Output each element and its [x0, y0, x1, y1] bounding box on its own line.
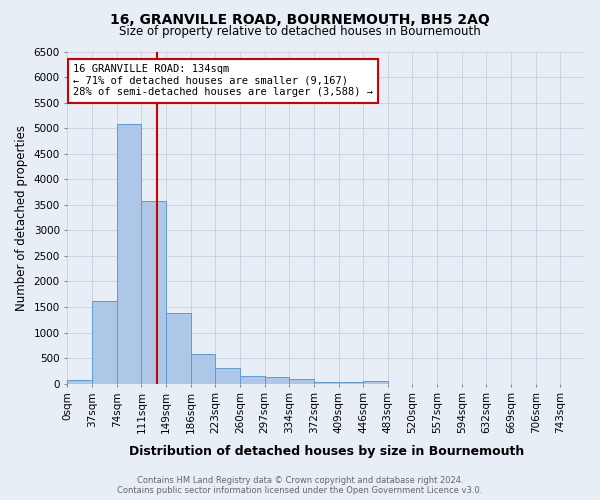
Bar [67, 380, 92, 384]
Text: Contains HM Land Registry data © Crown copyright and database right 2024.
Contai: Contains HM Land Registry data © Crown c… [118, 476, 482, 495]
Bar [191, 354, 215, 384]
Bar [363, 381, 388, 384]
Bar [338, 382, 363, 384]
X-axis label: Distribution of detached houses by size in Bournemouth: Distribution of detached houses by size … [128, 444, 524, 458]
Bar [265, 377, 289, 384]
Text: 16, GRANVILLE ROAD, BOURNEMOUTH, BH5 2AQ: 16, GRANVILLE ROAD, BOURNEMOUTH, BH5 2AQ [110, 12, 490, 26]
Bar [166, 312, 191, 384]
Bar [314, 382, 338, 384]
Text: 16 GRANVILLE ROAD: 134sqm
← 71% of detached houses are smaller (9,167)
28% of se: 16 GRANVILLE ROAD: 134sqm ← 71% of detac… [73, 64, 373, 98]
Bar [117, 124, 142, 384]
Y-axis label: Number of detached properties: Number of detached properties [15, 124, 28, 310]
Bar [142, 201, 166, 384]
Text: Size of property relative to detached houses in Bournemouth: Size of property relative to detached ho… [119, 25, 481, 38]
Bar [92, 301, 117, 384]
Bar [215, 368, 240, 384]
Bar [240, 376, 265, 384]
Bar [289, 379, 314, 384]
